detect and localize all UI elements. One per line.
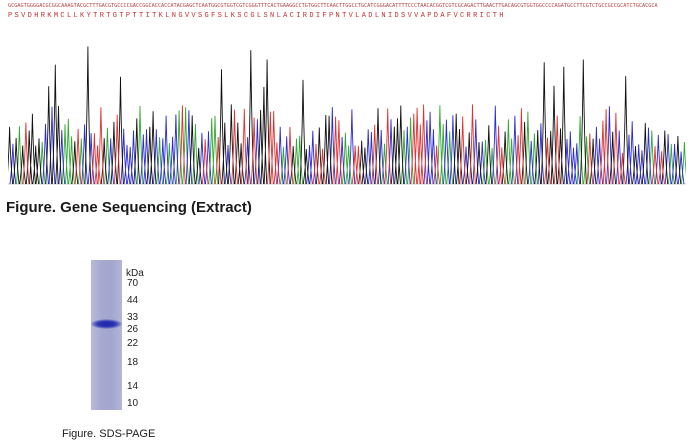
marker-label: 26 — [127, 324, 139, 335]
protein-band — [91, 319, 122, 329]
sds-page-caption: Figure. SDS-PAGE — [62, 428, 156, 440]
trace-T — [22, 104, 665, 185]
gene-sequencing-title: Figure. Gene Sequencing (Extract) — [6, 199, 252, 216]
gel-lane — [91, 260, 122, 410]
amino-acid-sequence: PSVDHRKMCLLKYTRTGTPTTITKLNGVVSGFSLKSCGLS… — [8, 12, 506, 20]
chromatogram-trace — [8, 46, 686, 185]
marker-label: 44 — [127, 295, 139, 306]
marker-label: 18 — [127, 357, 139, 368]
trace-C — [9, 105, 685, 185]
marker-label: 70 — [127, 278, 139, 289]
nucleotide-sequence: GCGAGTGGGGACGCGGCAAAGTACGCTTTGACGTGCCCCG… — [8, 3, 658, 9]
marker-label: 14 — [127, 381, 139, 392]
trace-G — [8, 46, 682, 185]
trace-A — [16, 105, 686, 185]
marker-label: 22 — [127, 338, 139, 349]
marker-label: 10 — [127, 398, 139, 409]
marker-label: 33 — [127, 312, 139, 323]
kda-label: kDa — [126, 268, 144, 279]
